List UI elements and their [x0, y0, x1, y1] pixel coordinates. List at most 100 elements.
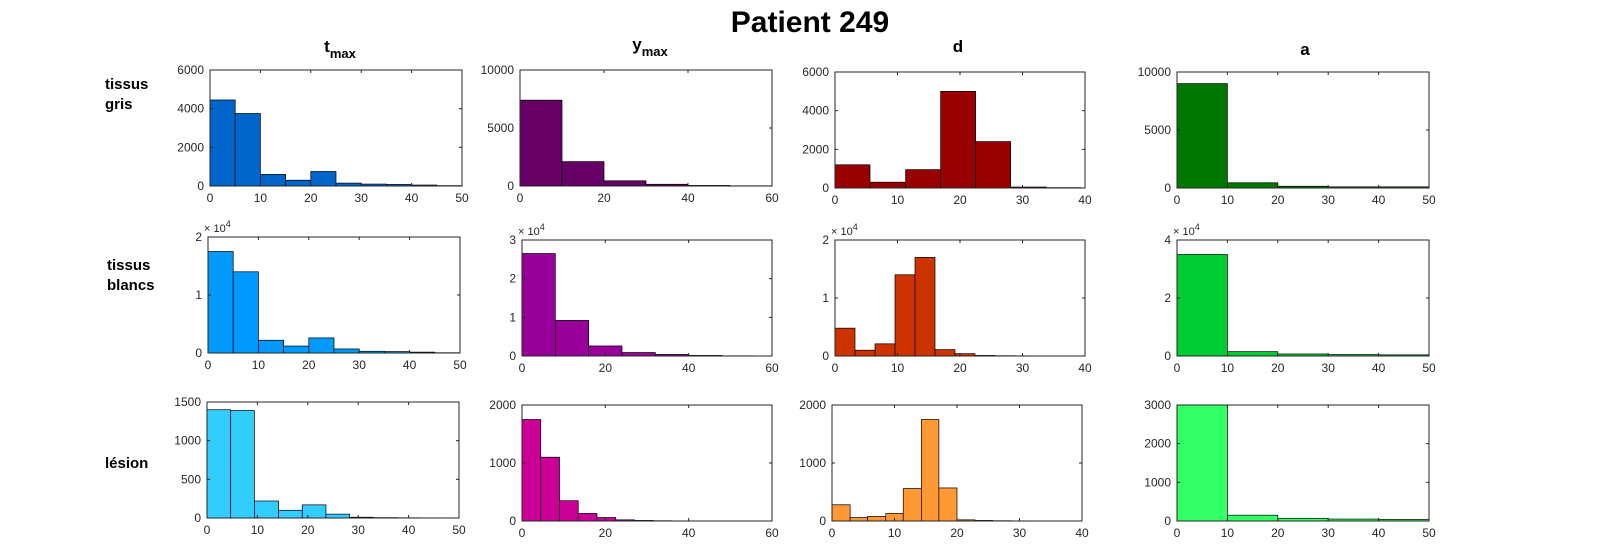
axes-box: [521, 239, 773, 357]
x-tick-label: 30: [1322, 526, 1336, 540]
x-tick-label: 40: [1075, 526, 1089, 540]
x-tick-label: 0: [519, 526, 526, 540]
histogram-bar: [1176, 404, 1228, 522]
histogram-bar: [1176, 83, 1228, 189]
x-tick-label: 20: [953, 361, 967, 375]
histogram-l-sion-d: 0 10 20 30 40 0 1000 2000: [799, 398, 1089, 540]
x-tick-label: 0: [1174, 526, 1181, 540]
x-tick-label: 10: [254, 191, 268, 205]
x-tick-label: 40: [1372, 526, 1386, 540]
histogram-bar: [831, 504, 851, 522]
y-tick-label: 2000: [802, 142, 829, 156]
y-tick-label: 1000: [1144, 475, 1171, 489]
histogram-bar: [310, 171, 337, 187]
histogram-bar: [603, 180, 647, 187]
x-tick-label: 50: [1422, 526, 1436, 540]
x-tick-label: 10: [1221, 193, 1235, 207]
x-tick-label: 0: [519, 361, 526, 375]
y-tick-label: 0: [819, 514, 826, 528]
y-tick-label: 0: [1164, 349, 1171, 363]
histogram-bar: [854, 349, 876, 357]
x-tick-label: 10: [252, 358, 266, 372]
x-tick-label: 20: [1271, 193, 1285, 207]
histogram-bar: [834, 327, 856, 357]
column-title-tmax: tmax: [324, 37, 356, 61]
histogram-bar: [1227, 351, 1279, 357]
y-tick-label: 2: [195, 230, 202, 244]
histogram-bar: [207, 251, 234, 354]
y-tick-label: 2: [1164, 291, 1171, 305]
y-tick-label: 2000: [177, 140, 204, 154]
histogram-bar: [308, 337, 335, 354]
y-exponent-label: × 104: [518, 222, 545, 238]
histogram-bar: [258, 339, 284, 354]
histogram-bar: [577, 513, 598, 522]
x-tick-label: 60: [765, 191, 779, 205]
y-tick-label: 1000: [174, 434, 201, 448]
y-tick-label: 4000: [802, 104, 829, 118]
y-tick-label: 2000: [489, 398, 516, 412]
column-title-a: a: [1300, 40, 1310, 59]
row-label-lesion: lésion: [105, 455, 148, 472]
histogram-bar: [333, 348, 360, 354]
histogram-bar: [521, 419, 542, 522]
y-tick-label: 0: [1164, 181, 1171, 195]
column-titles: tmax ymax d a: [324, 35, 1310, 61]
y-tick-label: 2: [822, 233, 829, 247]
histogram-bar: [561, 161, 605, 187]
histogram-bar: [234, 113, 261, 187]
histogram-bar: [519, 99, 563, 187]
histogram-bar: [867, 516, 887, 522]
y-tick-label: 1: [822, 291, 829, 305]
x-tick-label: 60: [765, 361, 779, 375]
axes-box: [206, 401, 460, 519]
y-tick-label: 5000: [487, 121, 514, 135]
column-title-d: d: [953, 37, 963, 56]
y-tick-label: 1000: [799, 456, 826, 470]
x-tick-label: 0: [829, 526, 836, 540]
row-labels: tissus gris tissus blancs lésion: [105, 76, 155, 472]
x-tick-label: 30: [1016, 361, 1030, 375]
histogram-tissus-gris-tmax: 0 10 20 30 40 50 0 2000 4000 6000: [177, 63, 469, 205]
histogram-tissus-blancs-d: 0 10 20 30 40 0 1 2× 104: [822, 222, 1092, 375]
column-title-ymax: ymax: [632, 35, 668, 59]
x-tick-label: 50: [453, 358, 467, 372]
x-tick-label: 40: [682, 526, 696, 540]
x-tick-label: 40: [1078, 361, 1092, 375]
histogram-bar: [325, 513, 350, 519]
y-exponent-label: × 104: [1173, 222, 1200, 238]
x-tick-label: 30: [355, 191, 369, 205]
histogram-bar: [921, 419, 940, 522]
histogram-bar: [834, 164, 871, 189]
axes-box: [209, 69, 463, 187]
histogram-l-sion-a: 0 10 20 30 40 50 0 1000 2000 3000: [1144, 398, 1436, 540]
histogram-bar: [559, 500, 579, 522]
x-tick-label: 20: [597, 191, 611, 205]
x-tick-label: 50: [452, 523, 466, 537]
x-tick-label: 40: [1372, 361, 1386, 375]
histogram-bar: [874, 343, 896, 357]
histogram-bar: [596, 517, 617, 522]
histogram-bar: [254, 500, 279, 519]
y-tick-label: 0: [1164, 514, 1171, 528]
y-tick-label: 0: [195, 346, 202, 360]
histogram-bar: [209, 99, 236, 187]
figure-title: Patient 249: [731, 6, 889, 39]
y-tick-label: 10000: [481, 63, 515, 77]
histogram-bar: [869, 181, 906, 189]
y-tick-label: 2: [509, 272, 516, 286]
histogram-bar: [938, 487, 958, 522]
row-label-tissus-gris: tissus gris: [105, 76, 148, 113]
x-tick-label: 10: [1221, 526, 1235, 540]
x-tick-label: 20: [599, 361, 613, 375]
histogram-bar: [1227, 514, 1279, 522]
x-tick-label: 40: [403, 358, 417, 372]
x-tick-label: 50: [1422, 193, 1436, 207]
x-tick-label: 10: [891, 361, 905, 375]
row-label-tissus-blancs: tissus blancs: [107, 257, 155, 294]
histogram-bar: [278, 509, 303, 519]
x-tick-label: 30: [353, 358, 367, 372]
histogram-bar: [1176, 254, 1228, 357]
histogram-tissus-gris-a: 0 10 20 30 40 50 0 5000 10000: [1138, 65, 1436, 207]
